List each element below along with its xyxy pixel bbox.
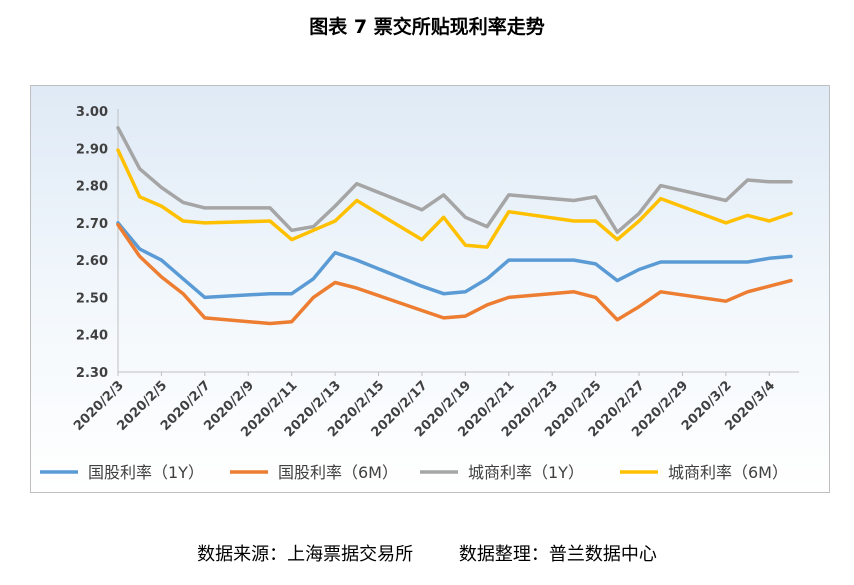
series-line-3 — [116, 126, 793, 234]
legend-label: 国股利率（6M） — [278, 463, 398, 482]
chart-title: 图表 7 票交所贴现利率走势 — [309, 16, 545, 38]
y-tick-label: 2.80 — [76, 180, 108, 195]
series-line-1 — [116, 221, 793, 300]
y-tick-label: 2.50 — [76, 291, 108, 306]
y-tick-label: 2.60 — [76, 254, 108, 269]
y-tick-label: 3.00 — [76, 105, 108, 120]
data-source-note: 数据来源：上海票据交易所 数据整理：普兰数据中心 — [197, 544, 657, 565]
legend-label: 国股利率（1Y） — [88, 463, 204, 482]
y-tick-label: 2.90 — [76, 142, 108, 157]
series-line-2 — [116, 222, 793, 326]
y-tick-label: 2.70 — [76, 217, 108, 232]
legend-label: 城商利率（1Y） — [468, 463, 584, 482]
y-tick-label: 2.30 — [76, 366, 108, 381]
series-line-4 — [116, 148, 793, 249]
y-tick-label: 2.40 — [76, 329, 108, 344]
legend-label: 城商利率（6M） — [668, 463, 788, 482]
